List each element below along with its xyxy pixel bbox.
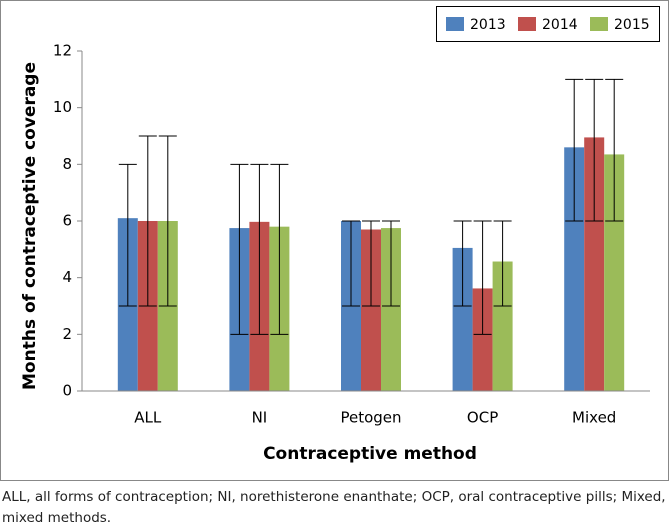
y-tick-label: 12 (53, 42, 72, 60)
legend-label: 2015 (614, 17, 650, 33)
chart: Months of contraceptive coverage Contrac… (0, 0, 669, 481)
bar (604, 154, 625, 391)
x-tick-label: Mixed (572, 409, 616, 427)
bar (492, 261, 513, 391)
y-tick-label: 2 (62, 325, 72, 343)
legend-swatch (518, 17, 536, 31)
y-tick-label: 8 (62, 155, 72, 173)
y-tick-label: 0 (62, 382, 72, 400)
legend-box (436, 6, 660, 42)
x-tick-label: ALL (134, 409, 162, 427)
y-tick-label: 4 (62, 268, 72, 286)
legend-swatch (590, 17, 608, 31)
x-axis-label: Contraceptive method (263, 444, 477, 464)
bar (361, 229, 381, 391)
caption: ALL, all forms of contraception; NI, nor… (2, 489, 666, 526)
legend-label: 2014 (542, 17, 578, 33)
x-tick-label: NI (252, 409, 268, 427)
bar (472, 288, 493, 391)
bar (564, 147, 585, 391)
x-tick-label: Petogen (340, 409, 401, 427)
legend-label: 2013 (470, 17, 506, 33)
y-axis-label: Months of contraceptive coverage (20, 62, 40, 390)
legend-swatch (446, 17, 464, 31)
y-tick-label: 10 (53, 98, 72, 116)
bar (584, 137, 605, 391)
chart-frame (0, 0, 669, 481)
bar (452, 247, 473, 391)
bar (381, 228, 401, 391)
y-tick-label: 6 (62, 212, 72, 230)
x-tick-label: OCP (467, 409, 498, 427)
